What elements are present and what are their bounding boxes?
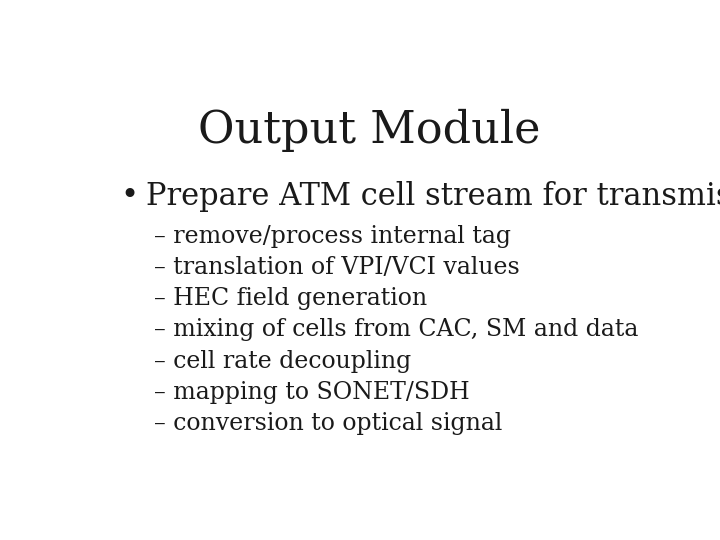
Text: – cell rate decoupling: – cell rate decoupling	[154, 349, 411, 373]
Text: – mapping to SONET/SDH: – mapping to SONET/SDH	[154, 381, 469, 404]
Text: Output Module: Output Module	[198, 109, 540, 152]
Text: – conversion to optical signal: – conversion to optical signal	[154, 412, 503, 435]
Text: •: •	[121, 181, 139, 212]
Text: – HEC field generation: – HEC field generation	[154, 287, 427, 310]
Text: – mixing of cells from CAC, SM and data: – mixing of cells from CAC, SM and data	[154, 319, 639, 341]
Text: – translation of VPI/VCI values: – translation of VPI/VCI values	[154, 256, 520, 279]
Text: Prepare ATM cell stream for transmission: Prepare ATM cell stream for transmission	[145, 181, 720, 212]
Text: – remove/process internal tag: – remove/process internal tag	[154, 225, 511, 248]
